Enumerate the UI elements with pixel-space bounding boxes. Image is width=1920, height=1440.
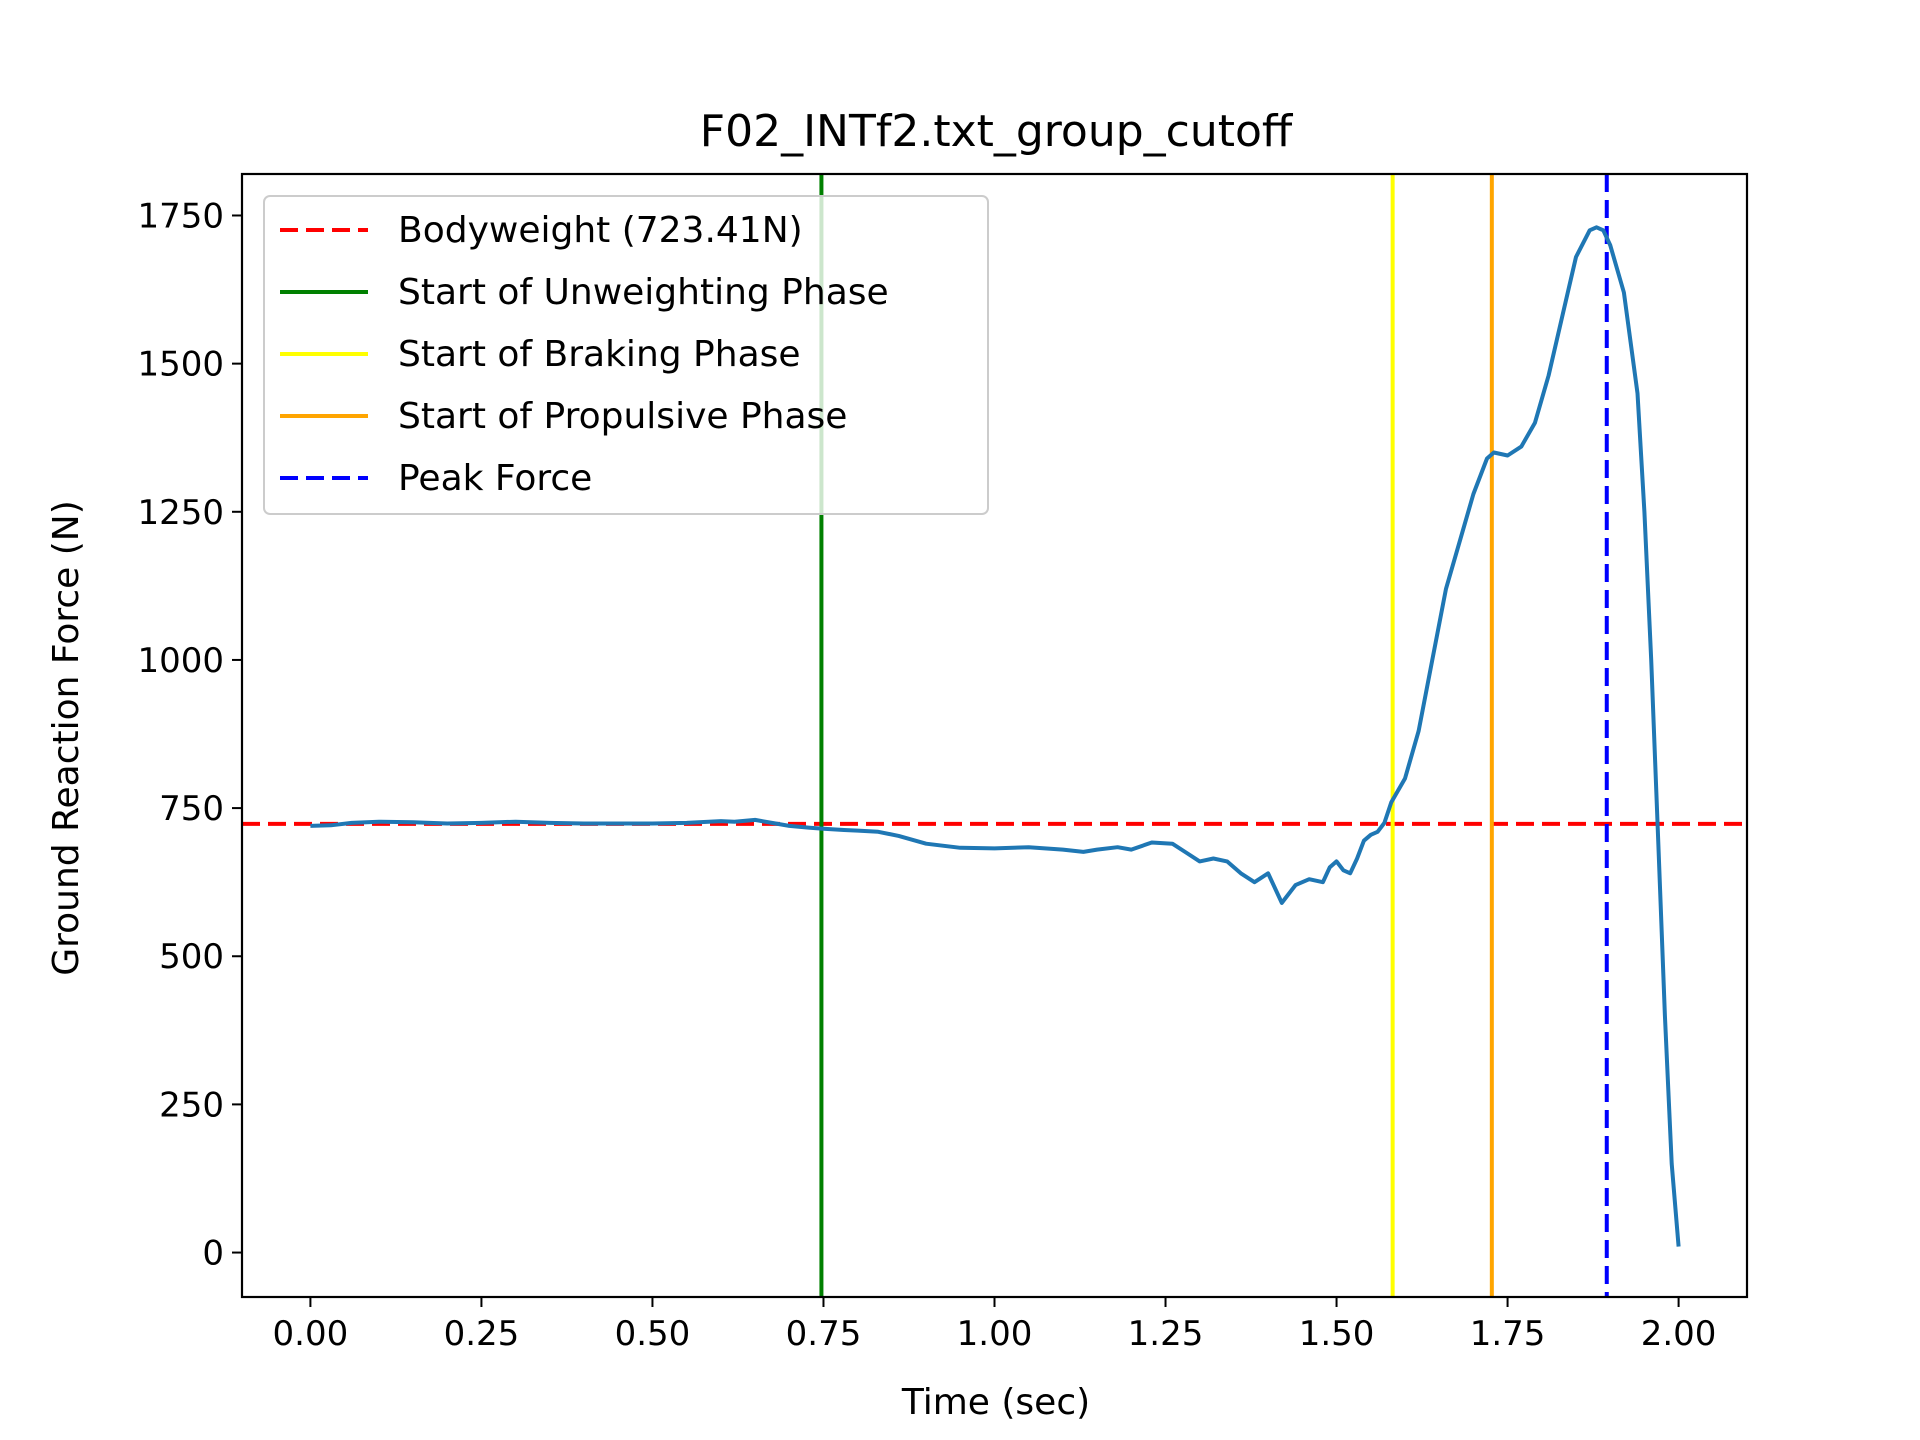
y-tick-label: 1250 xyxy=(137,493,224,533)
x-tick-label: 1.25 xyxy=(1128,1314,1204,1354)
x-tick-label: 0.00 xyxy=(273,1314,349,1354)
legend-label: Bodyweight (723.41N) xyxy=(398,210,803,251)
legend-label: Start of Unweighting Phase xyxy=(398,272,889,313)
y-tick-label: 250 xyxy=(159,1085,224,1125)
x-tick-label: 0.75 xyxy=(786,1314,862,1354)
x-tick-label: 1.75 xyxy=(1470,1314,1546,1354)
legend-box xyxy=(263,195,989,515)
y-tick-label: 0 xyxy=(202,1234,224,1274)
y-axis: 0 250 500 750 1000 1250 1500 1750 xyxy=(137,196,242,1274)
y-axis-label: Ground Reaction Force (N) xyxy=(46,500,87,976)
legend-label: Peak Force xyxy=(398,458,592,499)
x-axis-label: Time (sec) xyxy=(901,1382,1090,1423)
x-tick-label: 0.25 xyxy=(444,1314,520,1354)
legend-label: Start of Propulsive Phase xyxy=(398,396,847,437)
x-tick-label: 0.50 xyxy=(615,1314,691,1354)
plot-area xyxy=(242,174,1747,1297)
y-tick-label: 1500 xyxy=(137,345,224,385)
x-tick-label: 2.00 xyxy=(1641,1314,1717,1354)
x-axis: 0.00 0.25 0.50 0.75 1.00 1.25 1.50 1.75 2.00 xyxy=(273,1297,1717,1354)
series-line-0 xyxy=(310,225,1681,1247)
y-tick-label: 500 xyxy=(159,937,224,977)
x-tick-label: 1.00 xyxy=(957,1314,1033,1354)
y-tick-label: 1750 xyxy=(137,196,224,236)
legend-label: Start of Braking Phase xyxy=(398,334,801,375)
x-tick-label: 1.50 xyxy=(1299,1314,1375,1354)
legend: Bodyweight (723.41N) Start of Unweighting… xyxy=(263,195,989,515)
y-tick-label: 750 xyxy=(159,789,224,829)
chart-title: F02_INTf2.txt_group_cutoff xyxy=(700,106,1294,157)
y-tick-label: 1000 xyxy=(137,641,224,681)
